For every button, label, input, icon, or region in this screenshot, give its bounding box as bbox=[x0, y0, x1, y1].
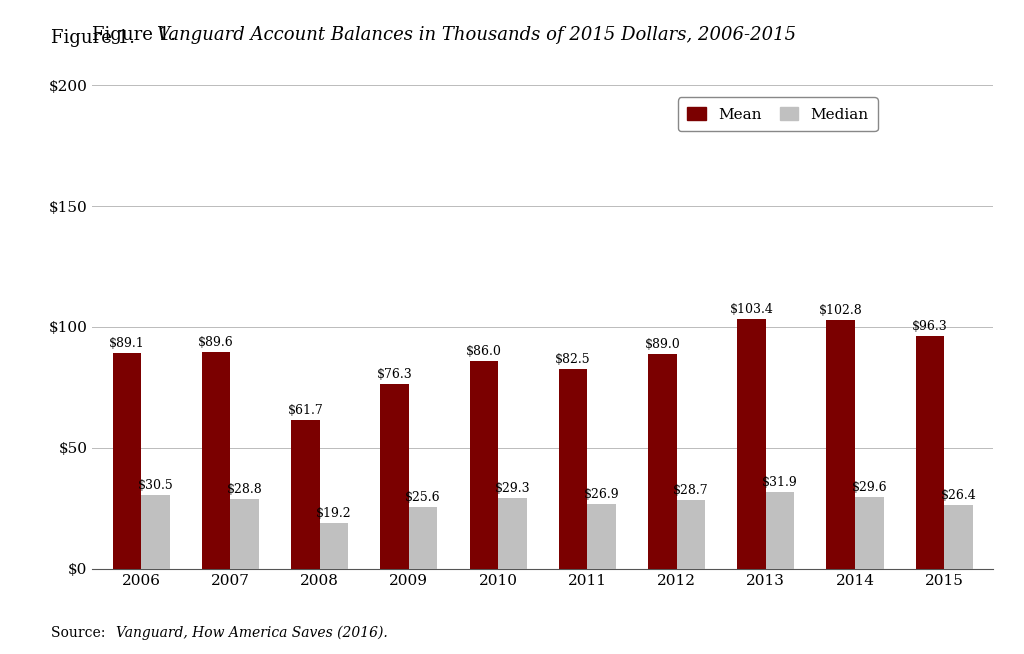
Text: $89.6: $89.6 bbox=[199, 336, 234, 349]
Text: $102.8: $102.8 bbox=[819, 304, 862, 317]
Text: $28.7: $28.7 bbox=[673, 483, 709, 496]
Bar bbox=[915, 336, 944, 569]
Bar bbox=[291, 420, 319, 569]
Bar bbox=[677, 500, 706, 569]
Bar bbox=[202, 352, 230, 569]
Text: $29.3: $29.3 bbox=[495, 482, 530, 495]
Bar bbox=[498, 498, 526, 569]
Bar bbox=[141, 495, 170, 569]
Text: Source:: Source: bbox=[51, 626, 110, 640]
Text: $82.5: $82.5 bbox=[555, 353, 591, 366]
Text: $30.5: $30.5 bbox=[137, 479, 173, 492]
Text: $29.6: $29.6 bbox=[851, 481, 887, 494]
Bar bbox=[855, 497, 884, 569]
Text: $19.2: $19.2 bbox=[316, 507, 352, 520]
Bar bbox=[470, 361, 498, 569]
Text: $76.3: $76.3 bbox=[377, 368, 413, 381]
Text: Figure 1.: Figure 1. bbox=[92, 26, 182, 44]
Legend: Mean, Median: Mean, Median bbox=[678, 97, 878, 131]
Bar bbox=[319, 523, 348, 569]
Text: $103.4: $103.4 bbox=[729, 303, 773, 316]
Text: Figure 1.: Figure 1. bbox=[51, 29, 141, 48]
Bar bbox=[113, 353, 141, 569]
Text: $26.4: $26.4 bbox=[941, 489, 976, 502]
Bar bbox=[588, 504, 615, 569]
Text: $25.6: $25.6 bbox=[406, 491, 441, 504]
Text: Vanguard Account Balances in Thousands of 2015 Dollars, 2006-2015: Vanguard Account Balances in Thousands o… bbox=[157, 26, 797, 44]
Text: $86.0: $86.0 bbox=[466, 345, 502, 358]
Bar bbox=[409, 507, 437, 569]
Text: $89.0: $89.0 bbox=[644, 337, 680, 351]
Text: $61.7: $61.7 bbox=[288, 404, 324, 417]
Bar bbox=[230, 499, 259, 569]
Text: $31.9: $31.9 bbox=[762, 476, 798, 489]
Text: $89.1: $89.1 bbox=[110, 337, 144, 351]
Bar bbox=[737, 318, 766, 569]
Bar bbox=[648, 354, 677, 569]
Text: $96.3: $96.3 bbox=[912, 320, 948, 333]
Bar bbox=[826, 320, 855, 569]
Bar bbox=[944, 505, 973, 569]
Bar bbox=[766, 492, 795, 569]
Text: $28.8: $28.8 bbox=[227, 483, 262, 496]
Bar bbox=[380, 385, 409, 569]
Bar bbox=[559, 370, 588, 569]
Text: $26.9: $26.9 bbox=[584, 488, 620, 501]
Text: Vanguard, How America Saves (2016).: Vanguard, How America Saves (2016). bbox=[116, 625, 387, 640]
